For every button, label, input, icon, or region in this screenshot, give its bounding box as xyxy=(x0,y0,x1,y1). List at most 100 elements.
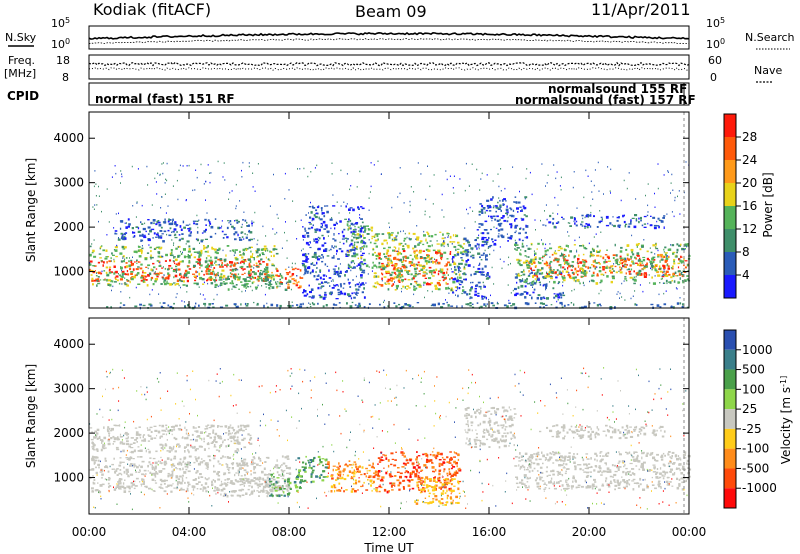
velocity-cell xyxy=(94,430,97,433)
power-cell xyxy=(394,264,397,267)
velocity-cell xyxy=(375,487,379,489)
velocity-cell xyxy=(318,463,321,465)
power-cell xyxy=(566,262,570,266)
power-cell xyxy=(603,261,606,264)
velocity-cell xyxy=(108,485,112,487)
power-cell xyxy=(641,262,644,264)
power-cell xyxy=(338,212,340,214)
power-cell xyxy=(492,206,495,209)
velocity-cell xyxy=(319,458,321,461)
power-cell xyxy=(240,254,242,256)
power-cell xyxy=(197,226,199,229)
velocity-cell xyxy=(171,476,173,479)
velocity-cell xyxy=(182,436,184,439)
power-cell xyxy=(613,270,615,272)
velocity-cell xyxy=(305,462,307,466)
velocity-cell xyxy=(172,425,175,428)
power-cell xyxy=(629,264,632,267)
power-cell xyxy=(616,293,618,295)
power-cell xyxy=(547,275,550,278)
power-cell xyxy=(664,253,667,256)
power-cell xyxy=(297,168,298,170)
power-cell xyxy=(235,183,237,186)
power-cell xyxy=(335,271,338,274)
power-cell xyxy=(178,284,180,287)
power-cell xyxy=(142,269,144,272)
power-cell xyxy=(538,272,542,275)
power-cell xyxy=(193,264,196,268)
power-cell xyxy=(563,279,566,282)
power-cell xyxy=(308,284,310,287)
power-cell xyxy=(675,275,678,277)
power-cell xyxy=(138,246,141,248)
power-cell xyxy=(232,264,236,267)
velocity-cell xyxy=(240,489,243,492)
velocity-cell xyxy=(311,459,315,462)
power-cell xyxy=(355,288,358,291)
power-cell xyxy=(144,257,148,261)
power-cell xyxy=(665,279,668,283)
velocity-cell xyxy=(263,467,266,470)
velocity-cell xyxy=(170,458,173,461)
power-cell xyxy=(359,267,362,270)
velocity-cell xyxy=(302,461,305,464)
power-cell xyxy=(482,274,485,276)
power-cell xyxy=(106,306,109,309)
power-cell xyxy=(360,240,363,244)
power-cell xyxy=(599,210,601,212)
power-cell xyxy=(216,249,218,251)
velocity-cell xyxy=(269,469,271,472)
power-cell xyxy=(332,194,334,196)
power-cell xyxy=(251,220,253,222)
power-cell xyxy=(491,266,493,269)
power-cell xyxy=(592,198,594,200)
velocity-cell xyxy=(101,470,103,473)
velocity-cell xyxy=(130,447,134,449)
velocity-cell xyxy=(393,464,397,467)
velocity-cell xyxy=(92,475,94,477)
power-cell xyxy=(463,243,466,245)
velocity-cell xyxy=(269,495,272,497)
power-cell xyxy=(123,236,126,239)
power-cell xyxy=(167,272,170,275)
velocity-cell xyxy=(154,475,157,478)
power-cell xyxy=(518,279,522,281)
power-cell xyxy=(617,291,619,293)
velocity-cell xyxy=(203,440,205,443)
velocity-cell xyxy=(272,478,276,481)
power-cell xyxy=(185,224,189,226)
power-cell xyxy=(621,258,625,261)
velocity-cell xyxy=(196,488,199,490)
power-cell xyxy=(258,275,261,278)
power-cell xyxy=(630,255,633,258)
power-cell xyxy=(650,215,652,217)
power-cell xyxy=(462,247,465,250)
velocity-cell xyxy=(208,447,210,450)
power-cell xyxy=(276,304,279,307)
power-cell xyxy=(648,274,650,276)
power-cell xyxy=(205,270,208,273)
power-cell xyxy=(663,282,666,284)
power-cell xyxy=(620,259,623,262)
power-cell xyxy=(121,245,125,249)
power-cell xyxy=(514,218,518,220)
power-cell xyxy=(548,266,551,269)
power-cell xyxy=(248,229,251,233)
power-cell xyxy=(418,242,420,244)
power-cell xyxy=(234,256,238,260)
power-cell xyxy=(129,257,130,259)
power-cell xyxy=(458,282,460,285)
power-cell xyxy=(665,290,667,292)
power-cell xyxy=(567,275,571,277)
power-cell xyxy=(262,253,265,256)
power-cell xyxy=(392,249,395,252)
power-cell xyxy=(201,232,204,234)
power-cell xyxy=(499,204,502,207)
velocity-cell xyxy=(346,474,350,477)
power-cell xyxy=(163,282,167,286)
power-cell xyxy=(255,250,258,252)
velocity-cell xyxy=(183,456,187,459)
velocity-cell xyxy=(239,424,243,427)
power-cell xyxy=(337,285,339,287)
velocity-cell xyxy=(394,484,396,487)
